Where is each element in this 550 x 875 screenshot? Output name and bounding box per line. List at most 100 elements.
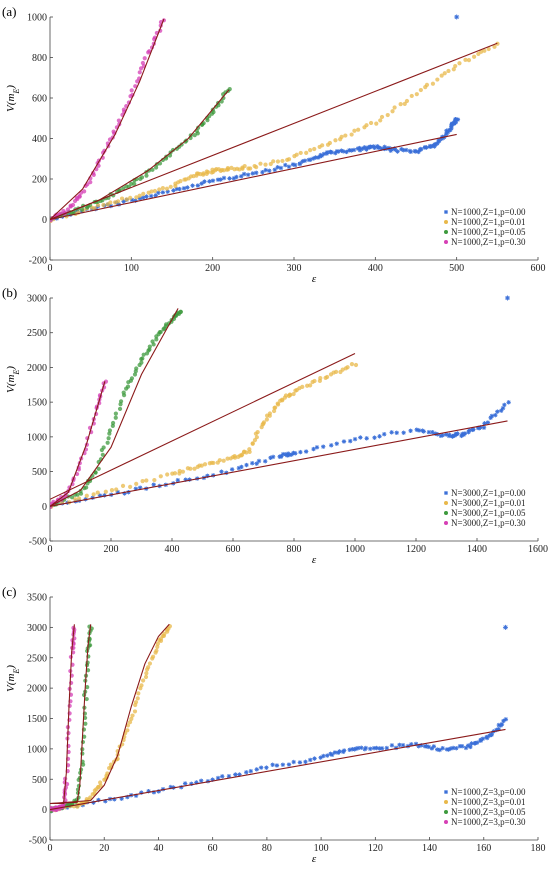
data-point — [141, 195, 146, 200]
data-point — [268, 161, 273, 167]
data-point — [134, 366, 139, 371]
data-point — [352, 128, 357, 133]
data-point — [71, 210, 76, 215]
data-point — [298, 449, 303, 455]
legend-label: N=1000,Z=1,p=0.01 — [451, 217, 525, 227]
data-point — [324, 150, 330, 155]
data-point — [482, 48, 487, 53]
legend-label: N=1000,Z=3,p=0.30 — [451, 817, 526, 827]
data-point — [195, 183, 201, 188]
data-point — [144, 194, 149, 199]
data-point — [141, 678, 146, 683]
data-point — [274, 763, 280, 768]
legend: N=3000,Z=1,p=0.00N=3000,Z=1,p=0.01N=3000… — [444, 488, 526, 528]
data-point — [312, 756, 317, 761]
data-point — [190, 183, 195, 188]
fit-line-3 — [50, 18, 165, 220]
data-point — [325, 753, 330, 758]
data-point — [304, 150, 309, 155]
data-point — [439, 73, 444, 78]
data-point — [314, 445, 320, 450]
legend-label: N=1000,Z=1,p=0.05 — [451, 227, 526, 237]
y-axis-label: V(mE) — [5, 366, 21, 393]
fit-line-1 — [50, 42, 498, 221]
data-point — [368, 144, 373, 150]
data-point — [368, 746, 373, 751]
data-point — [77, 193, 82, 199]
y-tick-label: 2000 — [27, 684, 47, 695]
data-point — [479, 49, 484, 54]
data-point — [201, 171, 206, 176]
data-point — [164, 186, 170, 191]
data-point — [312, 146, 317, 152]
fit-line-2 — [50, 89, 230, 221]
data-point — [185, 185, 190, 190]
x-tick-label: 0 — [48, 843, 53, 854]
data-point — [429, 746, 435, 751]
data-point — [125, 723, 131, 728]
data-point — [424, 145, 429, 150]
data-point — [153, 165, 159, 170]
data-point — [270, 454, 276, 460]
data-point — [221, 175, 227, 181]
data-point — [418, 147, 424, 152]
data-point — [150, 167, 155, 172]
data-point — [343, 133, 348, 138]
data-point — [341, 439, 347, 444]
legend-label: N=1000,Z=3,p=0.01 — [451, 797, 525, 807]
data-point — [65, 207, 70, 212]
y-tick-label: 500 — [32, 467, 47, 478]
data-point — [92, 206, 97, 211]
legend-label: N=3000,Z=1,p=0.30 — [451, 518, 526, 528]
data-point — [398, 102, 403, 107]
x-tick-label: 140 — [422, 843, 437, 854]
data-point — [73, 497, 78, 502]
x-tick-label: 100 — [314, 843, 329, 854]
data-point — [245, 172, 251, 177]
data-point — [115, 199, 121, 204]
data-point — [113, 411, 118, 416]
data-point — [442, 71, 447, 76]
data-point — [275, 401, 280, 406]
data-point — [280, 762, 286, 767]
data-point — [292, 162, 298, 168]
data-point — [321, 444, 326, 449]
data-point — [254, 435, 259, 440]
data-point — [286, 762, 292, 767]
data-point — [118, 399, 124, 404]
data-point — [353, 362, 359, 368]
data-point — [250, 441, 255, 446]
data-point — [211, 460, 216, 466]
data-point — [308, 757, 313, 763]
data-point — [120, 483, 126, 488]
data-point — [248, 166, 253, 171]
data-point — [154, 648, 159, 653]
chart-panel: (c)0 20 40 60 80 100 120 140 160 180-500050010001… — [2, 584, 546, 865]
data-point — [471, 427, 476, 432]
x-tick-label: 100 — [124, 263, 139, 274]
data-point — [239, 464, 244, 470]
data-point — [188, 466, 193, 471]
data-point — [202, 179, 207, 184]
data-point — [132, 372, 138, 377]
y-tick-label: 600 — [32, 94, 47, 105]
chart-panel: (a)0 100 200 300 400 500 600-20002004006008001… — [2, 4, 546, 285]
data-point — [377, 434, 382, 439]
x-tick-label: 1200 — [406, 544, 426, 555]
data-point — [267, 168, 272, 174]
data-point — [273, 405, 278, 410]
data-point — [455, 117, 461, 122]
outlier-point — [505, 295, 510, 301]
data-point — [385, 112, 390, 118]
data-point — [409, 93, 414, 99]
plot-area — [50, 308, 511, 509]
data-point — [129, 181, 134, 186]
x-tick-label: 500 — [449, 263, 464, 274]
data-point — [264, 417, 269, 422]
legend-marker — [444, 810, 448, 814]
x-tick-label: 120 — [368, 843, 383, 854]
data-point — [210, 178, 216, 183]
legend: N=1000,Z=3,p=0.00N=1000,Z=3,p=0.01N=1000… — [444, 787, 526, 827]
data-point — [129, 88, 134, 93]
data-point — [137, 193, 142, 198]
